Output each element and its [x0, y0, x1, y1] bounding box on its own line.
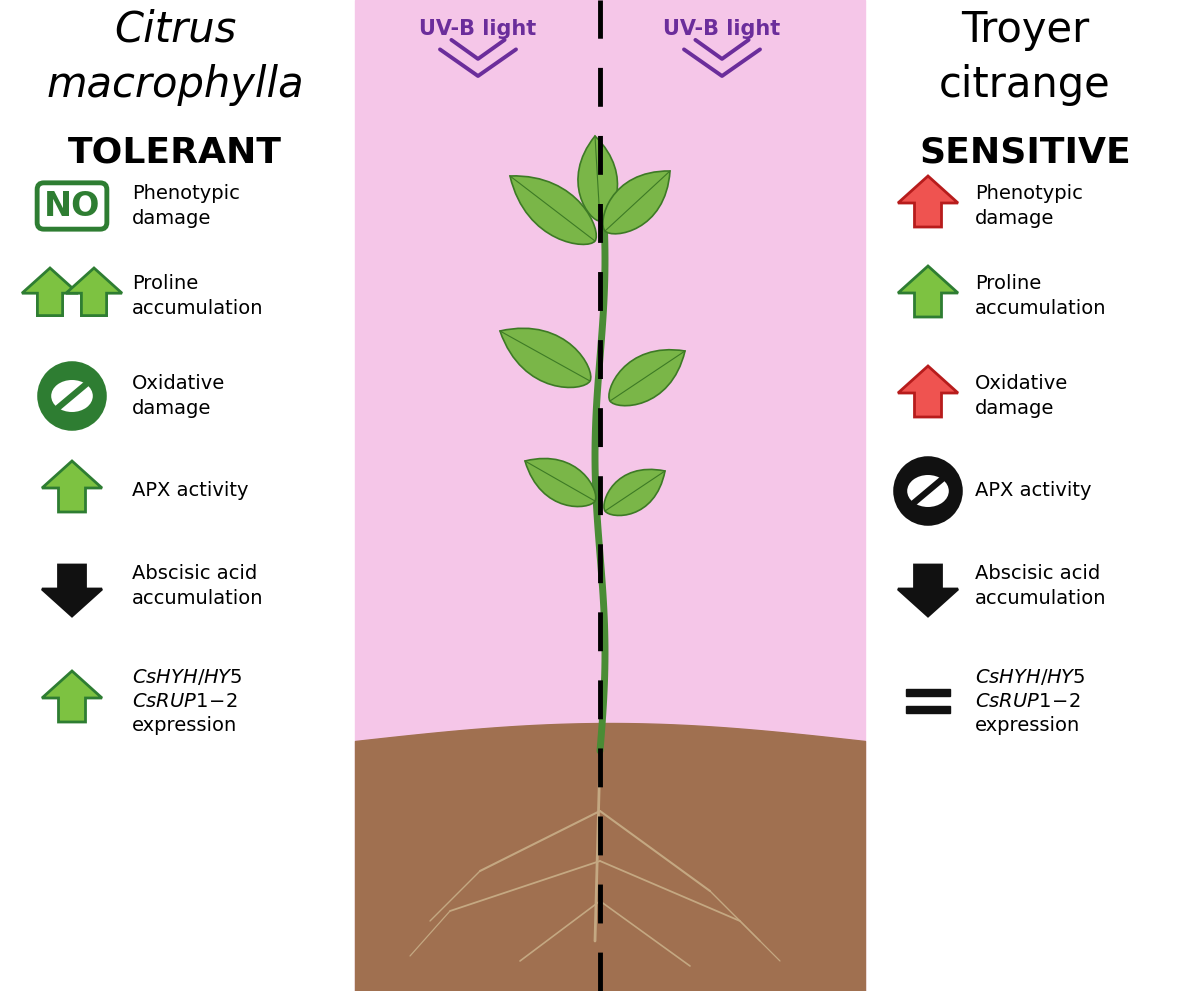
Text: APX activity: APX activity: [132, 482, 248, 500]
PathPatch shape: [602, 171, 670, 234]
Polygon shape: [898, 565, 958, 616]
Text: Phenotypic
damage: Phenotypic damage: [974, 184, 1082, 228]
Bar: [355, 0, 865, 991]
Polygon shape: [42, 461, 102, 512]
Text: Phenotypic
damage: Phenotypic damage: [132, 184, 240, 228]
Text: TOLERANT: TOLERANT: [68, 136, 282, 170]
Text: macrophylla: macrophylla: [46, 64, 304, 106]
PathPatch shape: [604, 470, 665, 515]
Polygon shape: [898, 366, 958, 417]
Text: APX activity: APX activity: [974, 482, 1092, 500]
Polygon shape: [66, 268, 122, 315]
Text: citrange: citrange: [940, 64, 1111, 106]
Text: Troyer: Troyer: [961, 9, 1090, 51]
Circle shape: [896, 459, 960, 523]
Text: $\it{CsHYH/HY5}$
$\it{CsRUP1\!-\!2}$
expression: $\it{CsHYH/HY5}$ $\it{CsRUP1\!-\!2}$ exp…: [974, 667, 1086, 735]
Text: Oxidative
damage: Oxidative damage: [974, 375, 1068, 417]
Text: Citrus: Citrus: [114, 9, 236, 51]
Ellipse shape: [907, 475, 949, 507]
Bar: [906, 707, 950, 713]
Text: UV-B light: UV-B light: [419, 19, 536, 39]
Text: Oxidative
damage: Oxidative damage: [132, 375, 226, 417]
PathPatch shape: [510, 176, 596, 245]
Text: Abscisic acid
accumulation: Abscisic acid accumulation: [974, 565, 1106, 607]
Text: Proline
accumulation: Proline accumulation: [974, 275, 1106, 318]
Text: NO: NO: [44, 189, 100, 223]
Text: Proline
accumulation: Proline accumulation: [132, 275, 264, 318]
Ellipse shape: [52, 380, 92, 412]
Text: Abscisic acid
accumulation: Abscisic acid accumulation: [132, 565, 264, 607]
Polygon shape: [898, 266, 958, 317]
Text: SENSITIVE: SENSITIVE: [919, 136, 1130, 170]
Bar: [906, 689, 950, 696]
PathPatch shape: [578, 136, 618, 221]
Polygon shape: [898, 176, 958, 227]
Polygon shape: [22, 268, 78, 315]
PathPatch shape: [526, 459, 595, 506]
Polygon shape: [42, 565, 102, 616]
Polygon shape: [42, 671, 102, 722]
Text: UV-B light: UV-B light: [664, 19, 781, 39]
Circle shape: [40, 364, 104, 428]
Text: $\it{CsHYH/HY5}$
$\it{CsRUP1\!-\!2}$
expression: $\it{CsHYH/HY5}$ $\it{CsRUP1\!-\!2}$ exp…: [132, 667, 242, 735]
PathPatch shape: [608, 350, 685, 405]
PathPatch shape: [500, 328, 590, 387]
